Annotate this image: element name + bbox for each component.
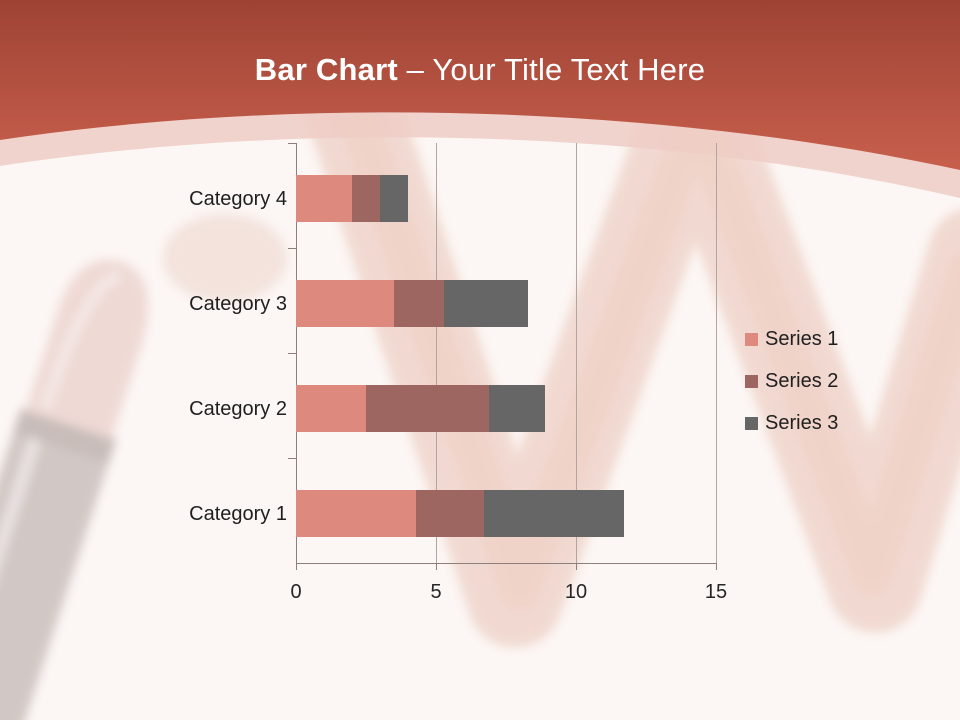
header-curve-red bbox=[0, 0, 960, 170]
y-axis-tick bbox=[288, 457, 296, 459]
y-axis-tick bbox=[288, 247, 296, 249]
legend-swatch bbox=[745, 374, 758, 388]
legend-label: Series 1 bbox=[765, 327, 839, 350]
lipstick-smudge-blob bbox=[163, 214, 287, 302]
legend-item: Series 1 bbox=[745, 318, 838, 360]
x-axis-tick bbox=[435, 563, 437, 570]
y-axis-line bbox=[295, 143, 297, 563]
bar-segment bbox=[380, 175, 408, 222]
lipstick-tip-shine bbox=[41, 272, 121, 411]
x-axis-line bbox=[296, 562, 716, 564]
legend-item: Series 2 bbox=[745, 360, 838, 402]
bar-segment bbox=[296, 280, 394, 327]
x-axis-tick bbox=[715, 563, 717, 570]
lipstick-case-highlight bbox=[0, 438, 41, 720]
x-axis-tick bbox=[295, 563, 297, 570]
slide-title-rest: – Your Title Text Here bbox=[397, 52, 706, 87]
bar-segment bbox=[489, 385, 546, 432]
x-axis-tick-label: 15 bbox=[704, 581, 728, 603]
y-axis-tick bbox=[288, 352, 296, 354]
bar-segment bbox=[483, 490, 624, 537]
legend-item: Series 3 bbox=[745, 402, 838, 444]
bar-segment bbox=[296, 385, 366, 432]
bar-segment bbox=[444, 280, 529, 327]
bar-segment bbox=[352, 175, 380, 222]
category-label: Category 1 bbox=[189, 502, 287, 525]
bar-segment bbox=[296, 490, 417, 537]
lipstick-tip-shape bbox=[25, 259, 148, 438]
x-axis-tick bbox=[575, 563, 577, 570]
bar-segment bbox=[394, 280, 445, 327]
legend-swatch bbox=[745, 332, 758, 346]
category-label: Category 4 bbox=[189, 187, 287, 210]
lipstick-case-shape bbox=[0, 432, 109, 720]
bar-segment bbox=[296, 175, 352, 222]
legend: Series 1 Series 2 Series 3 bbox=[745, 318, 838, 444]
gridline bbox=[435, 143, 437, 563]
x-axis-tick-label: 0 bbox=[290, 581, 302, 603]
y-axis-tick bbox=[288, 142, 296, 144]
bar-segment bbox=[366, 385, 490, 432]
legend-label: Series 2 bbox=[765, 369, 839, 392]
legend-swatch bbox=[745, 416, 758, 430]
gridline bbox=[575, 143, 577, 563]
lipstick-shape bbox=[0, 259, 148, 720]
legend-label: Series 3 bbox=[765, 411, 839, 434]
gridline bbox=[715, 143, 717, 563]
slide-title-bold: Bar Chart bbox=[254, 52, 398, 87]
category-label: Category 2 bbox=[189, 397, 287, 420]
x-axis-tick-label: 10 bbox=[564, 581, 588, 603]
category-label: Category 3 bbox=[189, 292, 287, 315]
lipstick-rim-shape bbox=[13, 408, 117, 464]
header-banner bbox=[0, 0, 960, 198]
bar-segment bbox=[416, 490, 484, 537]
x-axis-tick-label: 5 bbox=[430, 581, 442, 603]
slide-title: Bar Chart – Your Title Text Here bbox=[0, 52, 960, 88]
